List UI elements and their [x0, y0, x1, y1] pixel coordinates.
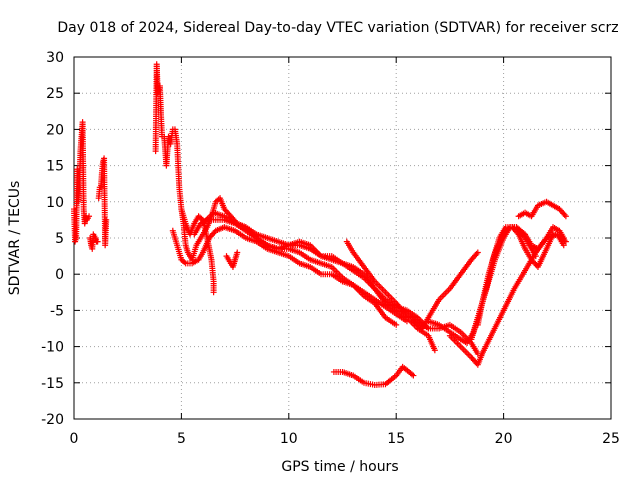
y-tick-label: 25	[46, 86, 64, 102]
plus-marker	[234, 249, 241, 256]
grid	[74, 57, 611, 419]
plus-marker	[103, 216, 110, 223]
series-track-e	[178, 206, 217, 296]
y-tick-label: -15	[41, 376, 64, 392]
series-track-c	[191, 216, 410, 325]
data-marks	[71, 61, 569, 388]
series-track-g	[330, 363, 417, 388]
axis-ticks	[73, 56, 612, 420]
y-tick-label: 20	[46, 122, 64, 138]
plus-marker	[210, 289, 217, 296]
plus-marker	[403, 318, 410, 325]
series-track-early-c	[95, 155, 110, 249]
plus-marker	[393, 321, 400, 328]
series-track-k	[446, 231, 567, 368]
series-track-a	[152, 61, 438, 354]
x-tick-label: 10	[280, 431, 298, 447]
y-tick-label: -5	[50, 303, 64, 319]
x-tick-label: 15	[387, 431, 405, 447]
plus-marker	[562, 213, 569, 220]
plus-marker	[86, 213, 93, 220]
y-tick-label: 10	[46, 195, 64, 211]
x-tick-label: 25	[602, 431, 620, 447]
plus-marker	[410, 372, 417, 379]
y-tick-label: 30	[46, 50, 64, 66]
series-track-b	[169, 224, 400, 328]
y-tick-label: -10	[41, 340, 64, 356]
series-track-early-a	[71, 119, 93, 245]
x-tick-label: 0	[70, 431, 79, 447]
series-track-early-b	[87, 231, 101, 252]
plus-marker	[560, 242, 567, 249]
plus-marker	[94, 238, 101, 245]
y-tick-label: 15	[46, 159, 64, 175]
series-track-f	[223, 249, 241, 270]
y-tick-label: -20	[41, 412, 64, 428]
plus-marker	[562, 238, 569, 245]
y-tick-label: 5	[55, 231, 64, 247]
chart-title: Day 018 of 2024, Sidereal Day-to-day VTE…	[57, 20, 618, 36]
y-tick-label: 0	[55, 267, 64, 283]
y-axis-title: SDTVAR / TECUs	[7, 181, 23, 296]
series-track-n	[515, 198, 569, 220]
series-track-m	[468, 224, 569, 343]
plus-marker	[431, 347, 438, 354]
axis-tick-labels: 0 5 10 15 20 25 -20 -15 -10 -5 0 5 10 15 20 25 30	[41, 50, 620, 447]
x-axis-title: GPS time / hours	[281, 459, 398, 475]
series-track-i	[410, 249, 481, 332]
x-tick-label: 5	[177, 431, 186, 447]
x-tick-label: 20	[495, 431, 513, 447]
plus-marker	[474, 249, 481, 256]
